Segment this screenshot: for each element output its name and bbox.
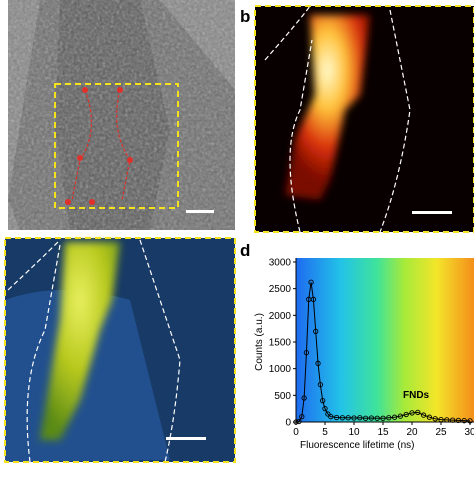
data-point xyxy=(293,419,299,425)
data-point xyxy=(455,417,462,424)
x-tick-label: 5 xyxy=(322,427,328,438)
fluorescence xyxy=(285,15,370,200)
annotation: FNDs xyxy=(403,390,430,401)
data-point xyxy=(426,414,433,420)
data-point xyxy=(444,417,450,423)
scale-bar xyxy=(186,210,214,213)
data-point xyxy=(299,414,305,420)
x-tick-label: 30 xyxy=(464,427,474,438)
data-point xyxy=(386,415,392,421)
panel-border xyxy=(254,5,474,233)
data-point xyxy=(325,411,331,417)
data-point xyxy=(391,414,398,420)
panel-a-image xyxy=(8,0,235,230)
panel-label: d xyxy=(240,241,250,260)
data-point xyxy=(351,415,357,421)
panel-label: b xyxy=(240,7,250,26)
data-point xyxy=(296,418,302,425)
x-tick-label: 25 xyxy=(435,427,447,438)
outline xyxy=(264,5,411,233)
data-point xyxy=(432,416,438,422)
outline xyxy=(7,239,181,463)
data-point xyxy=(301,395,307,401)
data-point xyxy=(397,413,404,419)
data-point xyxy=(320,398,326,404)
data-point xyxy=(339,415,346,421)
spectrum-background xyxy=(296,258,474,422)
data-point xyxy=(403,411,409,418)
y-axis-label: Counts (a.u.) xyxy=(254,313,265,371)
data-point xyxy=(449,417,456,423)
x-tick-label: 20 xyxy=(406,427,418,438)
fluorescence xyxy=(40,242,120,440)
data-point xyxy=(467,418,473,424)
data-point xyxy=(313,328,319,334)
y-tick-label: 2500 xyxy=(269,284,292,295)
x-axis-label: Fluorescence lifetime (ns) xyxy=(300,440,414,451)
panel-border xyxy=(4,237,236,463)
data-point xyxy=(461,418,467,424)
data-point xyxy=(357,415,363,421)
data-point xyxy=(333,414,340,421)
y-tick-label: 3000 xyxy=(269,258,292,269)
y-tick-label: 500 xyxy=(274,391,291,402)
data-point xyxy=(315,360,321,366)
data-point xyxy=(345,415,351,421)
x-tick-label: 10 xyxy=(348,427,360,438)
data-point xyxy=(409,410,415,416)
scale-bar xyxy=(166,437,206,440)
data-point xyxy=(328,414,334,420)
data-point xyxy=(438,416,444,423)
data-point xyxy=(362,415,369,421)
data-point xyxy=(368,415,375,421)
y-tick-label: 1500 xyxy=(269,338,292,349)
markers xyxy=(65,87,133,205)
data-point xyxy=(308,279,314,285)
data-point xyxy=(303,350,310,356)
data-point xyxy=(310,296,317,302)
data-point xyxy=(420,412,427,418)
data-point xyxy=(322,406,328,412)
data-point xyxy=(374,415,380,421)
y-tick-label: 2000 xyxy=(269,311,292,322)
data-point xyxy=(380,415,386,421)
y-tick-label: 0 xyxy=(285,418,291,429)
data-point xyxy=(415,409,421,416)
y-tick-label: 1000 xyxy=(269,364,292,375)
roi-box xyxy=(54,83,179,209)
x-tick-label: 15 xyxy=(377,427,389,438)
scale-bar xyxy=(412,211,452,214)
data-point xyxy=(317,382,324,388)
x-tick-label: 0 xyxy=(293,427,299,438)
